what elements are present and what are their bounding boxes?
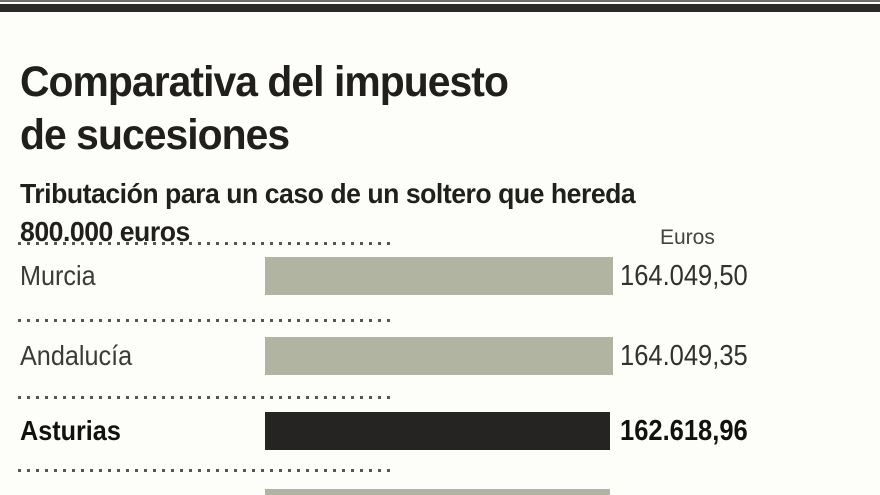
bar-murcia xyxy=(265,257,613,295)
row-separator xyxy=(18,396,395,399)
value-label: 164.049,50 xyxy=(620,260,748,292)
chart-subtitle-line-1: Tributación para un caso de un soltero q… xyxy=(20,178,636,210)
chart-title-line-2: de sucesiones xyxy=(20,110,290,159)
chart-title-line-1: Comparativa del impuesto xyxy=(20,57,509,106)
category-label: Asturias xyxy=(20,415,121,446)
category-label: Murcia xyxy=(20,260,96,291)
chart-title: Comparativa del impuesto de sucesiones xyxy=(20,56,534,162)
chart-row-asturias: Asturias 162.618,96 xyxy=(0,412,880,450)
chart-subtitle: Tributación para un caso de un soltero q… xyxy=(20,175,668,251)
row-separator xyxy=(18,242,395,245)
value-label: 162.618,96 xyxy=(620,415,748,447)
row-separator xyxy=(18,319,395,322)
bar-partial-cutoff xyxy=(265,489,610,495)
bar-andalucia xyxy=(265,337,613,375)
category-label: Andalucía xyxy=(20,340,133,371)
row-separator xyxy=(18,469,395,472)
chart-row-partial xyxy=(0,489,880,495)
unit-label: Euros xyxy=(660,226,715,249)
top-black-rule xyxy=(0,4,880,12)
value-label: 164.049,35 xyxy=(620,340,748,372)
chart-row-andalucia: Andalucía 164.049,35 xyxy=(0,337,880,375)
chart-row-murcia: Murcia 164.049,50 xyxy=(0,257,880,295)
chart-subtitle-line-2: 800.000 euros xyxy=(20,216,190,248)
top-gray-rule xyxy=(0,0,880,2)
bar-asturias-highlighted xyxy=(265,412,610,450)
